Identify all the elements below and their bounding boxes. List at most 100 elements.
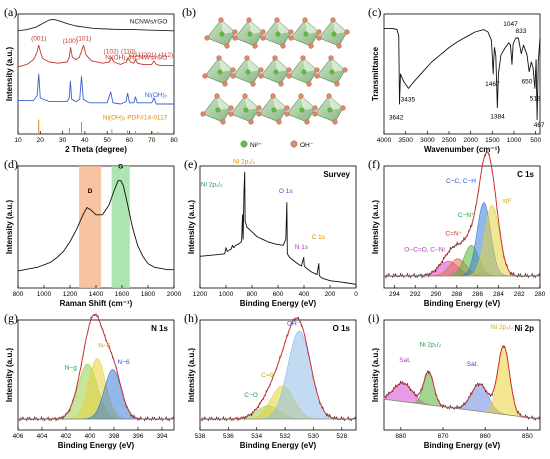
- peak-annotation: 833: [516, 28, 527, 35]
- peak-annotation: O 1s: [279, 188, 293, 195]
- peak-annotation: Ni 2p₁/₂: [201, 182, 223, 189]
- ni-atom: [327, 107, 333, 113]
- x-tick-label: 600: [273, 291, 284, 298]
- octahedron-face: [217, 96, 231, 110]
- oh-atom: [314, 73, 320, 79]
- x-tick-label: 3000: [420, 137, 435, 144]
- oh-atom: [288, 29, 294, 35]
- x-tick-label: 1500: [485, 137, 500, 144]
- legend-swatch: [240, 140, 248, 148]
- oh-atom: [222, 81, 228, 87]
- octahedron-face: [301, 96, 315, 110]
- octahedron-face: [277, 20, 291, 34]
- oh-atom: [232, 29, 238, 35]
- plot-frame: [383, 165, 541, 289]
- oh-atom: [332, 119, 338, 125]
- x-tick-label: 2500: [442, 137, 457, 144]
- oh-atom: [312, 111, 318, 117]
- x-tick-label: 800: [247, 291, 258, 298]
- oh-atom: [258, 67, 264, 73]
- x-tick-label: 2000: [463, 137, 478, 144]
- panel-label: (b): [182, 5, 196, 19]
- peak-annotation: 1467: [485, 81, 500, 88]
- peak-annotation: 1384: [490, 113, 505, 120]
- x-tick-label: 200: [325, 291, 336, 298]
- oh-atom: [260, 35, 266, 41]
- peak-annotation: G: [118, 163, 123, 170]
- octahedron-face: [273, 96, 287, 110]
- panel-label: (h): [184, 311, 198, 325]
- peak-annotation: 3642: [389, 115, 404, 122]
- x-tick-label: 880: [395, 433, 406, 440]
- ni-atom: [245, 69, 251, 75]
- oh-atom: [228, 105, 234, 111]
- ni-atom: [247, 31, 253, 37]
- panel-label: (d): [4, 157, 18, 171]
- peak-annotation: 1047: [503, 21, 518, 28]
- x-axis-label: Binding Energy (eV): [240, 441, 317, 450]
- peak-annotation: (201) (112): [141, 52, 173, 59]
- oh-atom: [334, 81, 340, 87]
- oh-atom: [326, 93, 332, 99]
- panel-title: Survey: [323, 170, 350, 179]
- oh-atom: [260, 29, 266, 35]
- oh-atom: [258, 73, 264, 79]
- x-axis-label: Binding Energy (eV): [240, 299, 317, 308]
- oh-atom: [276, 119, 282, 125]
- x-axis-label: 2 Theta (degree): [65, 145, 127, 154]
- plot-frame: [17, 13, 175, 135]
- y-axis-label: Intensity (a.u.): [5, 47, 14, 102]
- oh-atom: [248, 119, 254, 125]
- x-tick-label: 70: [148, 137, 156, 144]
- x-tick-label: 530: [308, 433, 319, 440]
- panel-d: (d) 800 1000 1200 1400 1600 1800 2000 Raman Shif…: [4, 157, 182, 308]
- ni-atom: [301, 69, 307, 75]
- oh-atom: [250, 81, 256, 87]
- peak-annotation: (102): [104, 49, 119, 56]
- plot-frame: [17, 319, 175, 431]
- x-tick-label: 290: [431, 291, 442, 298]
- oh-atom: [202, 73, 208, 79]
- peak-annotation: C=O: [261, 372, 275, 379]
- x-axis-label: Binding Energy (eV): [424, 299, 501, 308]
- legend-swatch: [290, 140, 298, 148]
- peak-annotation: 650: [522, 79, 533, 86]
- peak-annotation: Sat.: [467, 361, 479, 368]
- oh-atom: [214, 93, 220, 99]
- panel-title: C 1s: [517, 170, 534, 179]
- x-tick-label: 402: [61, 433, 72, 440]
- x-tick-label: 1200: [193, 291, 208, 298]
- panel-title: O 1s: [333, 324, 351, 333]
- octahedron-face: [219, 58, 233, 72]
- peak-annotation: Ni(OH)₂/NCNWs/rGO: [105, 55, 167, 62]
- peak-annotation: C=N⁺: [445, 231, 462, 238]
- oh-atom: [280, 43, 286, 49]
- x-tick-label: 0: [354, 291, 358, 298]
- plot-frame: [383, 319, 541, 431]
- oh-atom: [272, 55, 278, 61]
- band-g: [111, 166, 130, 288]
- oh-atom: [288, 35, 294, 41]
- peak-annotation: O−C=O, C−Ni: [404, 246, 445, 253]
- peak-annotation: (101): [76, 35, 91, 42]
- x-tick-label: 394: [157, 433, 168, 440]
- x-tick-label: 10: [14, 137, 22, 144]
- peak-annotation: (110): [121, 49, 136, 56]
- fit-envelope-line: [383, 345, 541, 420]
- peak-annotation: Ni(OH)₂ PDF#14-0117: [103, 115, 168, 122]
- peak-annotation: (100): [63, 38, 78, 45]
- octahedra-layer-0: [204, 17, 350, 49]
- oh-atom: [230, 73, 236, 79]
- ni-atom: [273, 69, 279, 75]
- panel-label: (e): [184, 157, 197, 171]
- series-line-0: [17, 180, 174, 272]
- octahedron-face: [303, 58, 317, 72]
- oh-atom: [286, 73, 292, 79]
- y-axis-label: Intensity (a.u.): [371, 348, 380, 403]
- x-tick-label: 80: [170, 137, 178, 144]
- oh-atom: [200, 111, 206, 117]
- baseline-line: [383, 398, 541, 420]
- octahedron-face: [249, 20, 263, 34]
- panel-f: (f) 294 292 290 288 286 284 282 280 Binding Energ…: [368, 151, 546, 308]
- raw-data-line: [17, 313, 175, 422]
